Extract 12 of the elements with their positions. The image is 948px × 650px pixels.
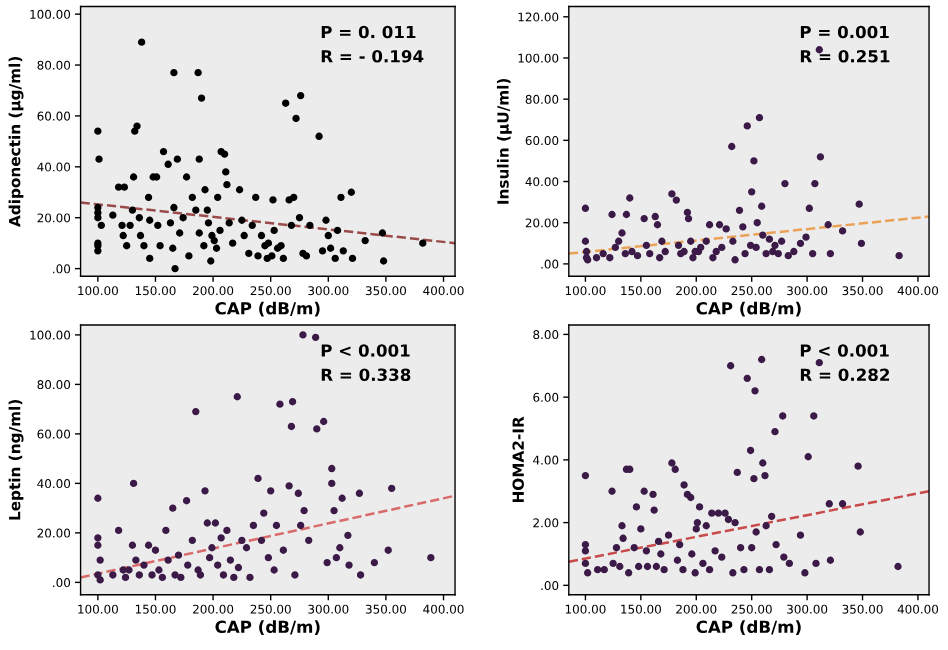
x-axis-title: CAP (dB/m) — [215, 620, 320, 636]
x-axis-title: CAP (dB/m) — [696, 301, 801, 317]
annotation: R = 0.338 — [321, 368, 411, 382]
annotation: R = 0.282 — [800, 368, 890, 382]
x-axis-title: CAP (dB/m) — [696, 620, 801, 636]
x-axis-title: CAP (dB/m) — [215, 301, 320, 317]
annotation: R = 0.251 — [800, 49, 890, 63]
annotation: P = 0.001 — [800, 25, 889, 39]
annotation: P < 0.001 — [800, 344, 889, 357]
annotation: P < 0.001 — [321, 344, 410, 357]
annotation: P = 0. 011 — [321, 25, 416, 39]
annotation: R = - 0.194 — [321, 49, 424, 63]
